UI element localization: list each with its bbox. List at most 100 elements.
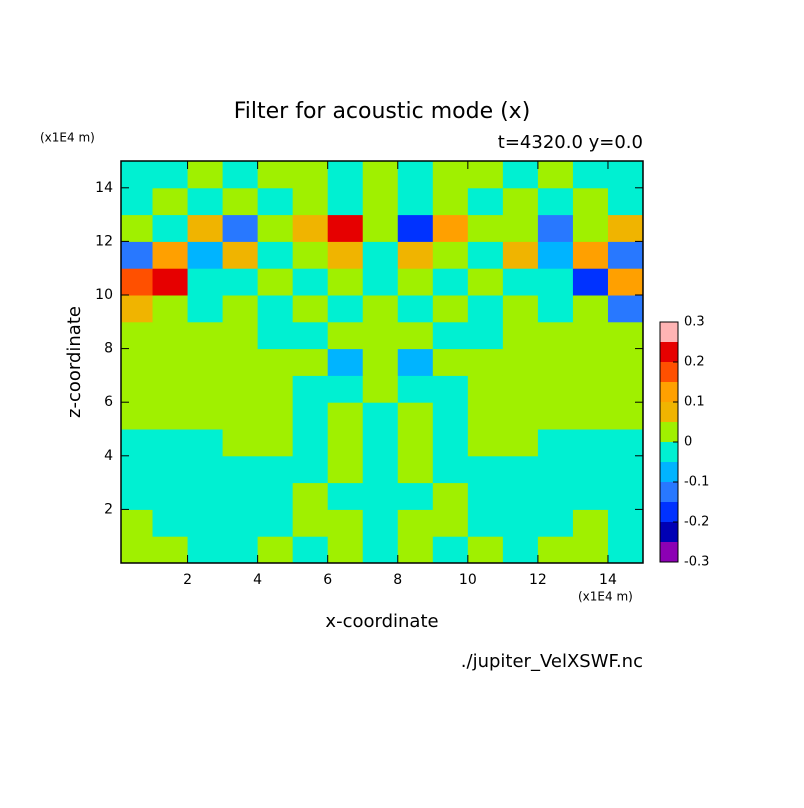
field-cell: [397, 536, 434, 563]
field-cell: [537, 348, 574, 376]
field-cell: [257, 348, 294, 376]
field-cell: [572, 455, 609, 484]
field-cell: [327, 429, 364, 457]
field-cell: [502, 375, 539, 403]
field-cell: [257, 429, 294, 457]
field-cell: [187, 268, 224, 296]
field-cell: [362, 348, 399, 376]
colorbar-tick-label: 0.1: [684, 395, 705, 410]
chart-title: Filter for acoustic mode (x): [234, 99, 531, 124]
field-cell: [292, 536, 329, 563]
field-cell: [257, 214, 294, 242]
field-cell: [607, 295, 643, 323]
field-cell: [257, 455, 294, 484]
field-cell: [537, 161, 574, 189]
y-tick-label: 12: [95, 233, 113, 249]
field-cell: [187, 295, 224, 323]
field-cell: [572, 241, 609, 269]
field-cell: [292, 295, 329, 323]
field-cell: [572, 321, 609, 350]
field-cell: [467, 455, 504, 484]
field-cell: [292, 321, 329, 350]
field-cell: [537, 536, 574, 563]
field-cell: [537, 214, 574, 242]
field-cell: [607, 268, 643, 296]
x-tick-label: 14: [599, 572, 617, 588]
field-cell: [397, 429, 434, 457]
field-cell: [187, 482, 224, 510]
field-cell: [222, 268, 259, 296]
field-cell: [292, 402, 329, 430]
y-tick-label: 2: [104, 501, 113, 517]
field-cell: [467, 348, 504, 376]
field-cell: [152, 429, 189, 457]
field-cell: [292, 187, 329, 216]
field-cell: [121, 509, 154, 537]
field-cell: [121, 214, 154, 242]
field-cell: [607, 161, 643, 189]
field-cell: [152, 241, 189, 269]
field-cell: [222, 187, 259, 216]
colorbar-segment: [660, 422, 678, 442]
field-cell: [607, 241, 643, 269]
field-cell: [572, 348, 609, 376]
field-cell: [537, 455, 574, 484]
field-cell: [121, 268, 154, 296]
field-cell: [222, 402, 259, 430]
field-cell: [327, 402, 364, 430]
x-tick-label: 4: [253, 572, 262, 588]
field-cell: [572, 268, 609, 296]
field-cell: [362, 241, 399, 269]
field-cell: [467, 187, 504, 216]
field-cell: [222, 375, 259, 403]
field-cell: [572, 214, 609, 242]
field-cell: [502, 268, 539, 296]
field-cell: [432, 429, 469, 457]
field-cell: [362, 375, 399, 403]
field-cell: [607, 455, 643, 484]
field-cell: [187, 161, 224, 189]
field-cell: [121, 536, 154, 563]
field-cell: [152, 187, 189, 216]
field-cell: [607, 187, 643, 216]
field-cell: [327, 482, 364, 510]
field-cell: [362, 455, 399, 484]
field-cell: [121, 429, 154, 457]
field-cell: [502, 187, 539, 216]
field: [121, 161, 643, 563]
colorbar-segment: [660, 322, 678, 342]
field-cell: [187, 509, 224, 537]
field-cell: [572, 295, 609, 323]
field-cell: [572, 482, 609, 510]
y-tick-label: 8: [104, 341, 113, 357]
field-cell: [121, 161, 154, 189]
field-cell: [257, 375, 294, 403]
field-cell: [121, 375, 154, 403]
colorbar-segment: [660, 482, 678, 502]
field-cell: [257, 482, 294, 510]
field-cell: [257, 509, 294, 537]
field-cell: [152, 295, 189, 323]
field-cell: [572, 187, 609, 216]
field-cell: [572, 402, 609, 430]
field-cell: [292, 268, 329, 296]
field-cell: [187, 455, 224, 484]
field-cell: [537, 482, 574, 510]
field-cell: [502, 536, 539, 563]
field-cell: [572, 161, 609, 189]
field-cell: [327, 214, 364, 242]
field-cell: [432, 214, 469, 242]
field-cell: [537, 295, 574, 323]
field-cell: [327, 375, 364, 403]
field-cell: [152, 402, 189, 430]
field-cell: [121, 295, 154, 323]
field-cell: [292, 348, 329, 376]
field-cell: [397, 482, 434, 510]
field-cell: [432, 348, 469, 376]
field-cell: [327, 241, 364, 269]
field-cell: [292, 161, 329, 189]
field-cell: [292, 429, 329, 457]
field-cell: [397, 187, 434, 216]
field-cell: [187, 348, 224, 376]
colorbar-tick-label: -0.2: [684, 515, 709, 530]
